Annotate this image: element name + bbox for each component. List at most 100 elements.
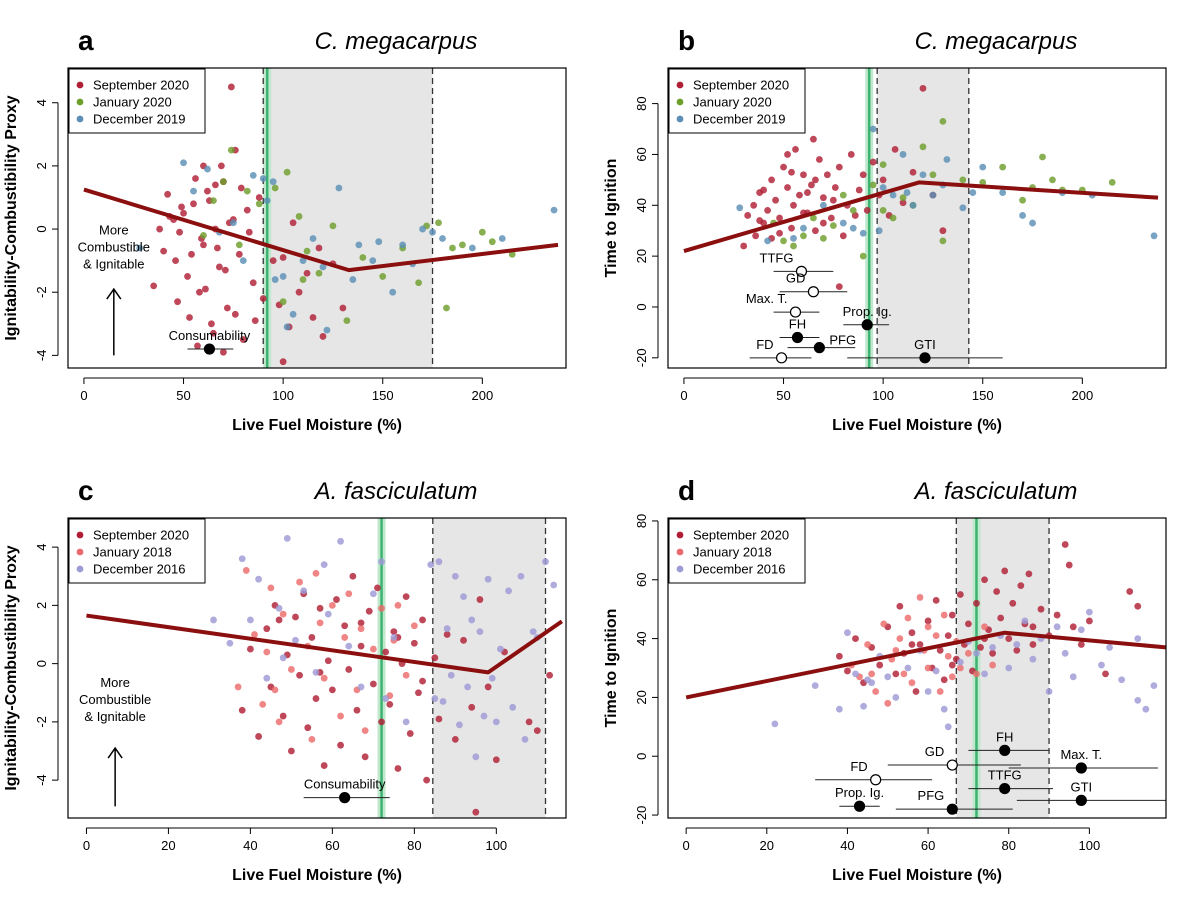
panel-b: TTFG GD Max. T. Prop. Ig. FH PFG FD GTI 0 50 100 15… (603, 25, 1167, 434)
data-point (760, 186, 768, 194)
fit-line (683, 180, 1159, 253)
threshold-label: GTI (914, 337, 936, 352)
data-point (279, 254, 287, 261)
data-point (369, 680, 377, 688)
data-point (312, 569, 320, 577)
data-point (443, 304, 450, 312)
data-point (764, 237, 771, 245)
data-point (790, 234, 797, 242)
data-point (924, 664, 932, 672)
data-point (289, 310, 297, 318)
data-point (804, 189, 811, 196)
data-point (431, 695, 439, 702)
data-point (303, 247, 311, 255)
data-point (335, 184, 343, 192)
data-point (192, 175, 199, 182)
data-point (337, 537, 344, 545)
data-point (959, 204, 967, 212)
threshold-marker: Prop. Ig. (843, 304, 892, 331)
data-point (379, 273, 387, 280)
x-axis-label: Live Fuel Moisture (%) (232, 867, 402, 884)
data-point (460, 636, 467, 644)
data-point (200, 231, 207, 239)
data-point (752, 232, 760, 240)
y-tick-label: -4 (34, 350, 49, 362)
data-point (1134, 602, 1142, 610)
data-point (239, 336, 247, 343)
data-point (875, 227, 883, 235)
y-axis-label: Ignitability-Combustibility Proxy (3, 95, 20, 340)
data-point (435, 219, 442, 227)
annotation-line: More (100, 675, 130, 690)
series-0 (835, 541, 1142, 695)
series-2 (210, 534, 558, 761)
data-point (369, 257, 377, 265)
data-point (989, 649, 997, 657)
data-point (869, 158, 877, 166)
legend-label: December 2016 (693, 562, 786, 577)
threshold-label: GTI (1070, 779, 1092, 794)
data-point (812, 227, 819, 235)
panel-letter: a (78, 25, 94, 56)
data-point (324, 657, 332, 665)
y-tick-label: -20 (634, 806, 649, 825)
data-point (973, 670, 980, 678)
data-point (784, 184, 791, 191)
data-point (382, 695, 390, 702)
data-point (279, 358, 287, 366)
data-point (451, 572, 459, 580)
data-point (451, 735, 459, 743)
data-point (295, 213, 303, 220)
data-point (908, 679, 916, 687)
threshold-point (813, 342, 825, 354)
data-point (259, 175, 267, 182)
data-point (176, 228, 183, 236)
data-point (295, 288, 303, 296)
data-point (879, 184, 887, 191)
data-point (1029, 655, 1037, 663)
data-point (238, 706, 246, 714)
data-point (447, 671, 455, 679)
data-point (287, 666, 295, 673)
data-point (374, 584, 381, 592)
data-point (227, 146, 235, 154)
x-tick-label: 60 (325, 838, 339, 853)
threshold-marker: PFG (895, 788, 1013, 815)
data-point (860, 702, 867, 710)
threshold-marker: GD (779, 271, 848, 298)
data-point (810, 135, 817, 143)
data-point (319, 263, 327, 271)
y-tick-label: -4 (34, 774, 49, 786)
data-point (156, 225, 164, 233)
legend: September 2020 January 2018 December 2016 (668, 518, 806, 584)
x-tick-label: 20 (760, 838, 774, 853)
data-point (827, 214, 835, 222)
data-point (1009, 599, 1017, 607)
data-point (981, 623, 988, 631)
data-point (275, 604, 283, 612)
data-point (1021, 617, 1029, 625)
data-point (296, 671, 303, 679)
data-point (1001, 567, 1009, 575)
y-axis-label: Time to Ignition (603, 609, 620, 728)
y-tick-label: -20 (634, 348, 649, 367)
data-point (492, 756, 500, 764)
y-tick-label: -2 (34, 716, 49, 728)
data-point (943, 156, 951, 163)
data-point (912, 688, 920, 695)
data-point (835, 163, 843, 171)
data-point (180, 209, 187, 217)
data-point (234, 683, 242, 691)
y-tick-label: 20 (634, 690, 649, 704)
data-point (1061, 541, 1069, 548)
legend-label: January 2018 (93, 545, 172, 560)
data-point (916, 594, 924, 601)
data-point (891, 145, 899, 153)
data-point (415, 279, 422, 287)
data-point (320, 561, 328, 569)
data-point (788, 224, 795, 232)
threshold-point (1075, 762, 1087, 774)
annotation-line: Combustible (78, 240, 150, 255)
data-point (904, 614, 912, 622)
data-point (255, 194, 263, 201)
